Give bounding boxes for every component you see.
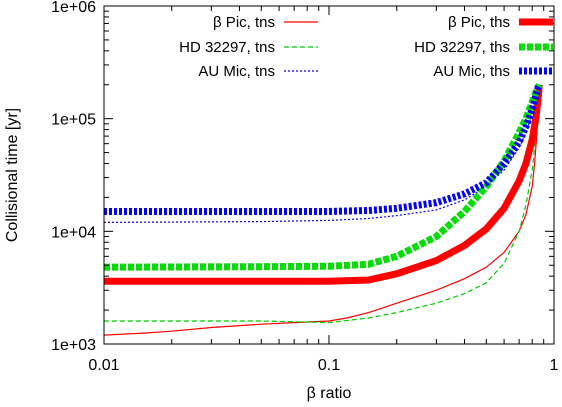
y-axis-label: Collisional time [yr] [4,108,21,242]
x-tick-label: 1 [550,357,559,374]
x-axis-label: β ratio [307,385,352,402]
legend-label: AU Mic, tns [198,63,275,80]
y-tick-label: 1e+04 [51,224,96,241]
series-line-5 [104,83,543,215]
series-line-0 [103,84,540,336]
y-tick-label: 1e+06 [51,0,96,16]
series-line-1 [104,84,540,324]
y-tick-label: 1e+03 [51,337,96,354]
legend-label: HD 32297, ths [414,39,510,56]
legend: β Pic, tns HD 32297, tns AU Mic, tns β Pic,… [179,14,553,80]
plot-frame [103,5,555,345]
series-layer [103,83,543,336]
y-tick-label: 1e+05 [51,112,96,129]
series-line-3 [104,84,543,285]
x-tick-label: 0.01 [88,357,119,374]
legend-label: β Pic, ths [448,14,510,31]
legend-label: AU Mic, ths [433,63,510,80]
legend-label: HD 32297, tns [179,39,275,56]
axis-ticks: 0.01 0.1 1 1e+03 1e+04 1e+05 1e+06 [51,0,558,374]
legend-label: β Pic, tns [213,14,275,31]
x-tick-label: 0.1 [318,357,340,374]
